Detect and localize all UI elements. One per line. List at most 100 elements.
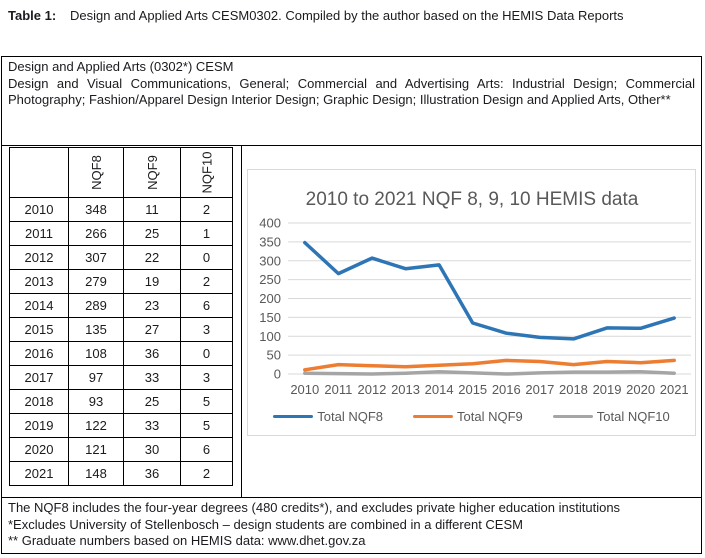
year-cell: 2018 [9, 389, 69, 414]
x-tick-label: 2018 [559, 382, 588, 397]
table-row: 2021 148 36 2 [9, 461, 233, 486]
x-tick-label: 2011 [324, 382, 352, 397]
cesm-description: Design and Visual Communications, Genera… [8, 75, 695, 108]
nqf9-value-cell: 36 [123, 461, 181, 486]
nqf10-value-cell: 2 [180, 197, 233, 222]
nqf8-value-cell: 135 [68, 317, 124, 342]
note-line: *Excludes University of Stellenbosch – d… [8, 516, 523, 532]
table-row: 2018 93 25 5 [9, 389, 233, 414]
year-cell: 2012 [9, 245, 69, 270]
year-cell: 2020 [9, 437, 69, 462]
nqf8-value-cell: 108 [68, 341, 124, 366]
chart-title: 2010 to 2021 NQF 8, 9, 10 HEMIS data [306, 189, 639, 210]
nqf10-value-cell: 5 [180, 389, 233, 414]
nqf8-value-cell: 93 [68, 389, 124, 414]
year-cell: 2021 [9, 461, 69, 486]
nqf9-value-cell: 33 [123, 365, 181, 390]
legend-label: Total NQF8 [317, 409, 383, 424]
cesm-title: Design and Applied Arts (0302*) CESM [8, 59, 234, 74]
table-frame: Design and Applied Arts (0302*) CESM Des… [1, 56, 702, 554]
table-caption: Table 1: Design and Applied Arts CESM030… [0, 0, 705, 56]
legend-item-total-nqf10: Total NQF10 [552, 409, 670, 424]
x-tick-label: 2021 [660, 382, 689, 397]
year-cell: 2015 [9, 317, 69, 342]
nqf10-value-cell: 6 [180, 293, 233, 318]
x-tick-label: 2010 [290, 382, 319, 397]
column-header-nqf9: NQF9 [123, 147, 181, 198]
nqf9-value-cell: 25 [123, 389, 181, 414]
nqf8-value-cell: 121 [68, 437, 124, 462]
x-tick-label: 2014 [425, 382, 454, 397]
nqf10-value-cell: 5 [180, 413, 233, 438]
header-row: NQF8 NQF9 NQF10 [9, 147, 233, 198]
corner-header-cell [9, 147, 69, 198]
main-row: NQF8 NQF9 NQF10 2010 348 11 2 2011 266 25 1 2012 30… [2, 146, 701, 497]
nqf8-value-cell: 97 [68, 365, 124, 390]
table-row: 2014 289 23 6 [9, 293, 233, 318]
table-row: 2017 97 33 3 [9, 365, 233, 390]
series-line-total-nqf8 [303, 240, 676, 341]
graduates-table-body: 2010 348 11 2 2011 266 25 1 2012 307 22 0 2013 279 19 2… [9, 197, 233, 486]
table-row: 2013 279 19 2 [9, 269, 233, 294]
legend-item-total-nqf8: Total NQF8 [273, 409, 383, 424]
chart-series [303, 240, 676, 376]
x-tick-label: 2020 [626, 382, 655, 397]
legend-line-swatch [273, 414, 314, 419]
chart-gridlines [288, 222, 691, 375]
x-tick-label: 2019 [593, 382, 622, 397]
year-cell: 2014 [9, 293, 69, 318]
y-tick-label: 300 [259, 253, 281, 268]
nqf8-value-cell: 348 [68, 197, 124, 222]
nqf10-value-cell: 3 [180, 317, 233, 342]
rotated-column-label: NQF8 [88, 155, 104, 190]
y-tick-label: 0 [274, 367, 281, 382]
nqf9-value-cell: 36 [123, 341, 181, 366]
cesm-header-cell: Design and Applied Arts (0302*) CESM Des… [2, 57, 701, 146]
x-tick-label: 2017 [525, 382, 554, 397]
y-tick-label: 350 [259, 234, 281, 249]
note-line: ** Graduate numbers based on HEMIS data:… [8, 533, 366, 548]
year-cell: 2010 [9, 197, 69, 222]
nqf10-value-cell: 0 [180, 245, 233, 270]
nqf9-value-cell: 30 [123, 437, 181, 462]
nqf8-value-cell: 266 [68, 221, 124, 246]
nqf10-value-cell: 0 [180, 341, 233, 366]
nqf8-value-cell: 122 [68, 413, 124, 438]
table-row: 2010 348 11 2 [9, 197, 233, 222]
nqf9-value-cell: 27 [123, 317, 181, 342]
chart-x-axis: 2010 2011 2012 2013 2014 2015 2016 2017 2018 2019… [290, 382, 688, 397]
nqf9-value-cell: 33 [123, 413, 181, 438]
year-cell: 2016 [9, 341, 69, 366]
legend-line-swatch [552, 414, 593, 419]
x-tick-label: 2012 [357, 382, 386, 397]
y-tick-label: 400 [259, 216, 281, 231]
nqf10-value-cell: 2 [180, 269, 233, 294]
column-header-nqf8: NQF8 [68, 147, 124, 198]
x-tick-label: 2016 [492, 382, 521, 397]
nqf9-value-cell: 11 [123, 197, 181, 222]
nqf9-value-cell: 19 [123, 269, 181, 294]
nqf10-value-cell: 6 [180, 437, 233, 462]
column-header-nqf10: NQF10 [180, 147, 233, 198]
nqf10-value-cell: 3 [180, 365, 233, 390]
table-row: 2019 122 33 5 [9, 413, 233, 438]
legend-line-swatch [413, 414, 453, 419]
notes-cell: The NQF8 includes the four-year degrees … [2, 497, 701, 553]
hemis-line-chart: 2010 to 2021 NQF 8, 9, 10 HEMIS data 0 50… [259, 189, 691, 397]
table-row: 2012 307 22 0 [9, 245, 233, 270]
rotated-column-label: NQF9 [144, 155, 160, 190]
series-line-total-nqf10 [303, 369, 676, 376]
nqf9-value-cell: 22 [123, 245, 181, 270]
nqf8-value-cell: 307 [68, 245, 124, 270]
rotated-column-label: NQF10 [199, 151, 214, 194]
year-cell: 2013 [9, 269, 69, 294]
graduates-table-head: NQF8 NQF9 NQF10 [9, 147, 233, 198]
nqf8-value-cell: 289 [68, 293, 124, 318]
graduates-table: NQF8 NQF9 NQF10 2010 348 11 2 2011 266 25 1 2012 30… [9, 147, 233, 486]
table-row: 2016 108 36 0 [9, 341, 233, 366]
nqf9-value-cell: 23 [123, 293, 181, 318]
y-tick-label: 100 [259, 329, 281, 344]
year-cell: 2017 [9, 365, 69, 390]
nqf8-value-cell: 279 [68, 269, 124, 294]
nqf8-value-cell: 148 [68, 461, 124, 486]
